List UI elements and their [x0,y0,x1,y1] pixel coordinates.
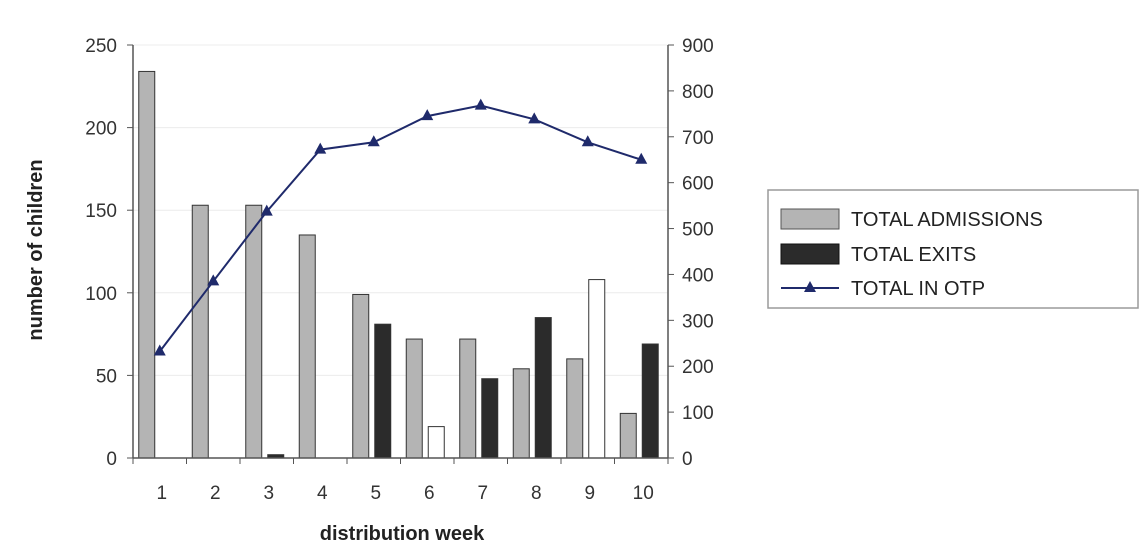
right-axis-ticks: 0 100 200 300 400 500 600 700 800 900 [668,36,714,470]
bar-total-admissions [566,358,584,459]
right-tick-label: 900 [682,36,714,57]
line-point-total-in-otp [153,344,166,356]
bar-total-admissions [138,70,156,459]
right-tick-label: 700 [682,128,714,149]
line-point-total-in-otp [528,112,541,124]
line-point-total-in-otp [367,135,380,147]
line-point-total-in-otp [581,135,594,147]
line-point-total-in-otp [635,152,648,164]
line-series [153,98,648,356]
axes [132,45,669,459]
line-point-total-in-otp [207,274,220,286]
bar-series-2 [427,426,445,459]
left-tick-label: 150 [85,201,117,222]
x-tick-label: 10 [633,483,654,504]
left-tick-label: 100 [85,284,117,305]
x-tick-label: 1 [156,483,167,504]
left-tick-label: 250 [85,36,117,57]
line-point-total-in-otp [474,98,487,110]
right-tick-label: 800 [682,82,714,103]
bar-total-admissions [405,338,423,459]
x-tick-label: 7 [477,483,488,504]
legend: TOTAL ADMISSIONS TOTAL EXITS TOTAL IN OT… [767,189,1139,309]
bar-total-admissions [352,293,370,459]
legend-label-admissions: TOTAL ADMISSIONS [851,209,1043,231]
line-total-in-otp [158,104,642,353]
grid-lines [133,44,668,376]
bar-total-admissions [619,412,637,459]
left-tick-label: 0 [106,449,117,470]
line-point-total-in-otp [421,109,434,121]
bar-total-admissions [191,204,209,459]
right-tick-label: 200 [682,357,714,378]
legend-marker-in-otp [804,281,816,292]
left-tick-label: 50 [96,366,117,387]
bar-total-admissions [245,204,263,459]
right-tick-label: 600 [682,174,714,195]
x-axis-ticks: 1 2 3 4 5 6 7 8 9 10 [132,458,669,504]
left-tick-label: 200 [85,119,117,140]
left-axis-ticks: 0 50 100 150 200 250 [85,36,133,470]
x-tick-label: 2 [210,483,221,504]
x-tick-label: 5 [370,483,381,504]
right-tick-label: 0 [682,449,693,470]
x-tick-label: 9 [584,483,595,504]
y-axis-title: number of children [25,159,47,340]
bar-total-admissions [298,234,316,459]
bar-total-exits [374,323,392,459]
right-tick-label: 400 [682,265,714,286]
legend-label-exits: TOTAL EXITS [851,244,976,266]
bar-total-exits [481,378,499,459]
bar-total-admissions [512,368,530,459]
legend-label-in-otp: TOTAL IN OTP [851,278,985,300]
line-point-total-in-otp [314,142,327,154]
legend-swatch-admissions [780,208,840,230]
right-tick-label: 500 [682,220,714,241]
line-point-total-in-otp [260,204,273,216]
x-tick-label: 3 [263,483,274,504]
bar-total-admissions [459,338,477,459]
right-tick-label: 100 [682,403,714,424]
bar-total-exits [641,343,659,459]
bar-total-exits [534,317,552,459]
right-tick-label: 300 [682,311,714,332]
legend-swatch-exits [780,243,840,265]
x-tick-label: 8 [531,483,542,504]
bar-series-2 [588,279,606,459]
x-tick-label: 4 [317,483,328,504]
x-axis-title: distribution week [320,523,485,545]
x-tick-label: 6 [424,483,435,504]
